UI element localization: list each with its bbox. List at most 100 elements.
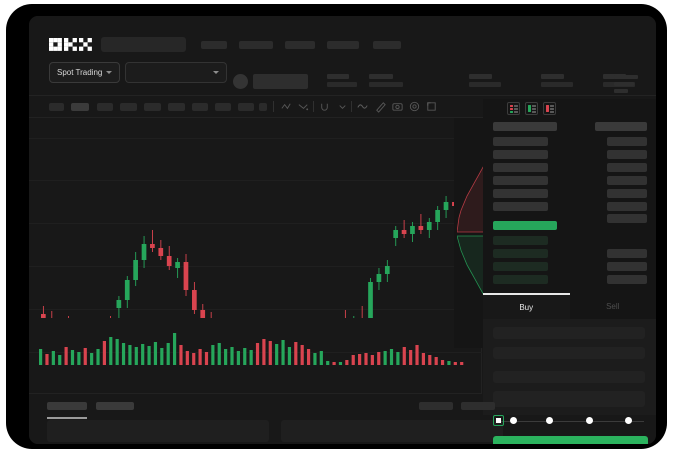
orderbook-ask-amount-1[interactable] <box>607 150 647 159</box>
timeframe-button-2[interactable] <box>97 103 113 111</box>
trend-line-icon[interactable] <box>280 100 293 113</box>
orderbook-ask-amount-5[interactable] <box>607 202 647 211</box>
pair-select-dropdown[interactable] <box>125 62 227 83</box>
orderbook-ask-amount-4[interactable] <box>607 189 647 198</box>
orderbook-bid-price-1[interactable] <box>493 249 548 258</box>
orderbook-ask-amount-0[interactable] <box>607 137 647 146</box>
orderbook-ask-price-0[interactable] <box>493 137 548 146</box>
menu-lines-icon[interactable] <box>614 75 638 96</box>
camera-icon[interactable] <box>391 100 404 113</box>
orderbook-bid-price-0[interactable] <box>493 236 548 245</box>
orderbook-bid-amount-3[interactable] <box>607 275 647 284</box>
orderbook-both-icon[interactable] <box>507 102 520 115</box>
chevron-down-icon <box>106 71 113 74</box>
orders-card-1[interactable] <box>281 420 503 442</box>
settings-gear-icon[interactable] <box>408 100 421 113</box>
timeframe-button-6[interactable] <box>192 103 208 111</box>
pencil-icon[interactable] <box>374 100 387 113</box>
timeframe-button-5[interactable] <box>168 103 185 111</box>
price-chart[interactable] <box>29 118 482 393</box>
timeframe-button-0[interactable] <box>49 103 64 111</box>
stepper-dot-5[interactable] <box>625 417 632 424</box>
orderbook-amount-extra[interactable] <box>607 214 647 223</box>
trade-form-body[interactable] <box>483 319 656 415</box>
magnet-icon[interactable] <box>318 100 331 113</box>
orderbook-asks-icon[interactable] <box>543 102 556 115</box>
coin-avatar <box>233 74 248 89</box>
orderbook-ask-amount-2[interactable] <box>607 163 647 172</box>
toolbar-divider <box>351 101 352 112</box>
stepper-dot-3[interactable] <box>546 417 553 424</box>
orders-tab-0[interactable] <box>47 402 87 410</box>
market-stat-0 <box>327 74 357 87</box>
orderbook-bid-price-2[interactable] <box>493 262 548 271</box>
timeframe-button-3[interactable] <box>120 103 137 111</box>
stepper-step-1-active[interactable] <box>493 415 504 426</box>
trade-form-panel: Buy Sell <box>483 293 656 444</box>
orderbook-header-price[interactable] <box>493 122 557 131</box>
spot-trading-selector[interactable]: Spot Trading <box>49 62 121 83</box>
order-book-panel[interactable] <box>483 118 656 293</box>
toolbar-divider <box>313 101 314 112</box>
chevron-down-icon <box>213 71 219 74</box>
orderbook-ask-price-1[interactable] <box>493 150 548 159</box>
active-tab-underline <box>47 417 87 419</box>
timeframe-button-1[interactable] <box>71 103 89 111</box>
orders-tabs <box>29 394 495 416</box>
market-stat-2 <box>469 74 501 87</box>
onboarding-stepper[interactable] <box>483 415 656 429</box>
tab-sell-label: Sell <box>606 301 620 311</box>
nav-item-3[interactable] <box>327 41 359 49</box>
orderbook-ask-price-5[interactable] <box>493 202 548 211</box>
orderbook-ask-price-4[interactable] <box>493 189 548 198</box>
orders-tab-2[interactable] <box>419 402 453 410</box>
fullscreen-icon[interactable] <box>425 100 438 113</box>
orders-tab-3[interactable] <box>461 402 495 410</box>
orderbook-bid-amount-2[interactable] <box>607 262 647 271</box>
wave-icon[interactable] <box>356 100 369 113</box>
gridline-1 <box>29 180 482 181</box>
orderbook-header-amount[interactable] <box>595 122 647 131</box>
tab-buy[interactable]: Buy <box>483 293 570 319</box>
orderbook-ask-amount-3[interactable] <box>607 176 647 185</box>
nav-item-4[interactable] <box>373 41 401 49</box>
orderbook-bid-amount-1[interactable] <box>607 249 647 258</box>
buy-sell-tabs: Buy Sell <box>483 293 656 319</box>
orderbook-bids-icon[interactable] <box>525 102 538 115</box>
candlestick-series <box>41 188 457 318</box>
stepper-track <box>499 421 644 422</box>
trade-field-2[interactable] <box>493 371 645 383</box>
timeframe-button-4[interactable] <box>144 103 161 111</box>
stepper-dot-4[interactable] <box>586 417 593 424</box>
orders-tab-1[interactable] <box>96 402 134 410</box>
orders-card-0[interactable] <box>47 420 269 442</box>
top-navigation-bar <box>29 16 656 53</box>
nav-item-0[interactable] <box>201 41 227 49</box>
timeframe-button-8[interactable] <box>238 103 254 111</box>
trade-field-0[interactable] <box>493 327 645 339</box>
tab-sell[interactable]: Sell <box>569 293 656 319</box>
nav-item-2[interactable] <box>285 41 315 49</box>
gridline-3 <box>29 266 482 267</box>
trade-field-3[interactable] <box>493 391 645 407</box>
orderbook-ask-price-3[interactable] <box>493 176 548 185</box>
nav-item-1[interactable] <box>239 41 273 49</box>
timeframe-button-9[interactable] <box>259 103 267 111</box>
market-stat-3 <box>541 74 573 87</box>
last-price-value <box>253 74 308 89</box>
ray-line-icon[interactable] <box>297 100 310 113</box>
primary-cta-button[interactable] <box>493 436 648 444</box>
okx-logo[interactable] <box>49 38 92 51</box>
search-input[interactable] <box>101 37 186 52</box>
device-bezel: Spot Trading <box>6 4 667 449</box>
gridline-5 <box>29 352 482 353</box>
orderbook-ask-price-2[interactable] <box>493 163 548 172</box>
orderbook-last-price[interactable] <box>493 221 557 230</box>
timeframe-button-7[interactable] <box>215 103 231 111</box>
chevron-down-icon[interactable] <box>336 100 349 113</box>
trade-field-1[interactable] <box>493 347 645 359</box>
stepper-dot-2[interactable] <box>510 417 517 424</box>
gridline-4 <box>29 309 482 310</box>
orderbook-bid-price-3[interactable] <box>493 275 548 284</box>
toolbar-divider <box>273 101 274 112</box>
